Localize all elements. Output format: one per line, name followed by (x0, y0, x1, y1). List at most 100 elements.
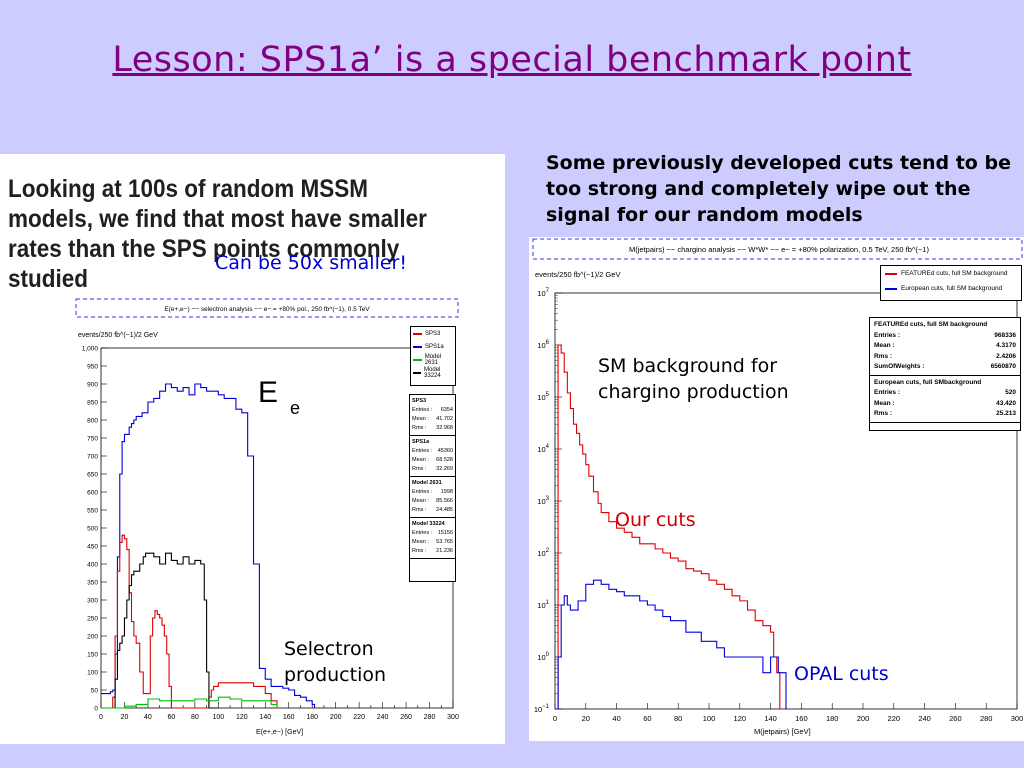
chart2-xtick-label: 140 (764, 714, 777, 723)
chart2-xtick-label: 160 (795, 714, 808, 723)
chart2-legend-swatch (885, 272, 897, 275)
chart2-xtick-label: 120 (734, 714, 747, 723)
chart1-ytick-label: 450 (87, 544, 98, 551)
chart1-xtick-label: 100 (212, 714, 224, 721)
chart1-ytick-label: 650 (87, 472, 98, 479)
right-description: Some previously developed cuts tend to b… (546, 152, 1011, 226)
chart1-stats-row: Rms :24.485 (412, 507, 453, 513)
chart1-xtick-label: 220 (353, 714, 365, 721)
chart1-stats-row: Rms :21.236 (412, 548, 453, 554)
annotation-can-be: Can be 50x smaller! (215, 252, 407, 274)
chart1-ytick-label: 600 (87, 490, 98, 497)
chart2-ytick-label: 101 (537, 600, 549, 610)
chart1-ytick-label: 150 (87, 652, 98, 659)
chart1-legend-swatch (413, 371, 422, 374)
chart1-ytick-label: 950 (87, 364, 98, 371)
chart2-stats-row: Mean :43.420 (874, 399, 1016, 407)
chart1-stats-row: Entries :15156 (412, 530, 453, 536)
chart1-stats-row: Mean :41.702 (412, 416, 453, 422)
chart1-stats-row: Mean :85.566 (412, 498, 453, 504)
chart1-stats-block: SPS3 Entries :6354 Mean :41.702 Rms :32.968 (410, 395, 455, 436)
chart2-ylabel: events/250 fb^(−1)/2 GeV (535, 270, 620, 279)
chart2-xtick-label: 240 (918, 714, 931, 723)
chart2-legend-label: European cuts, full SM background (901, 285, 1003, 292)
chart2-xtick-label: 220 (888, 714, 901, 723)
chart1-xtick-label: 180 (306, 714, 318, 721)
chart2-xtick-label: 40 (612, 714, 620, 723)
chart2-xtick-label: 280 (980, 714, 993, 723)
chart1-ytick-label: 850 (87, 400, 98, 407)
chart2-stats-row: Mean :4.3170 (874, 342, 1016, 349)
chart1-ytick-label: 500 (87, 526, 98, 533)
annotation-opal-cuts: OPAL cuts (794, 663, 889, 685)
chart2-xtick-label: 20 (582, 714, 590, 723)
chart1-stats-title: SPS1a (412, 439, 430, 445)
chart2-ytick-label: 104 (537, 444, 549, 454)
chart2-stats-row: Entries :520 (874, 389, 1016, 396)
chart1-legend-swatch (413, 332, 422, 335)
chart1-xlabel: E(e+,e−) [GeV] (256, 729, 303, 736)
chart1-legend: SPS3 SPS1a Model 2631 Model 33224 (410, 326, 456, 386)
chart1-stats-row: Mean :53.765 (412, 539, 453, 545)
slide-title: Lesson: SPS1a’ is a special benchmark po… (112, 40, 912, 80)
right-panel: M(jetpairs) −− chargino analysis −− W*W*… (529, 237, 1024, 741)
chart2-stats-row: Entries :968336 (874, 331, 1016, 339)
chart1-legend-label: SPS1a (425, 343, 444, 350)
chart1-ytick-label: 800 (87, 418, 98, 425)
left-panel-heading: Looking at 100s of random MSSM models, w… (8, 175, 427, 293)
chart1-xtick-label: 20 (121, 714, 129, 721)
chart2-title: M(jetpairs) −− chargino analysis −− W*W*… (629, 245, 929, 254)
chart2-stats-block: FEATUREd cuts, full SM background Entries… (870, 318, 1020, 376)
chart1-xtick-label: 200 (330, 714, 342, 721)
chart1-legend-entry: SPS1a (411, 340, 455, 353)
chart2-stats-row: Rms :2.4206 (874, 352, 1016, 360)
chart1-xtick-label: 120 (236, 714, 248, 721)
chart2-legend: FEATUREd cuts, full SM background Europea… (880, 265, 1022, 301)
chart2-xtick-label: 260 (949, 714, 962, 723)
chart1-stats-row: Rms :32.269 (412, 466, 453, 472)
chart1-xtick-label: 60 (168, 714, 176, 721)
chart1-ytick-label: 0 (94, 706, 98, 713)
chart1-stats-title: SPS3 (412, 398, 427, 404)
chart1-stats-block: SPS1a Entries :45360 Mean :68.528 Rms :32.2… (410, 436, 455, 477)
chart1-series-model-33224 (101, 552, 219, 709)
chart1-legend-swatch (413, 345, 422, 348)
chart1-legend-swatch (413, 358, 422, 361)
chart2-stats-row: Rms :25.213 (874, 410, 1016, 417)
chart1-legend-label: Model 33224 (424, 366, 441, 379)
chart1-legend-entry: Model 2631 (411, 353, 455, 366)
chart2-title-box (532, 238, 1023, 260)
chart1-xtick-label: 280 (424, 714, 436, 721)
chart2-ytick-label: 103 (537, 496, 549, 506)
chart2-xtick-label: 180 (826, 714, 839, 723)
chart1-xtick-label: 160 (283, 714, 295, 721)
chart2-xtick-label: 80 (674, 714, 682, 723)
chart2-stats-row: SumOfWeights :6560870 (874, 363, 1016, 370)
chart1-stats-row: Rms :32.968 (412, 425, 453, 431)
annotation-small-e: e (290, 398, 301, 418)
chart1-xtick-label: 300 (447, 714, 459, 721)
chart1-stats-row: Entries :45360 (412, 448, 453, 454)
chart2-xtick-label: 100 (703, 714, 716, 723)
chart2-stats-title: FEATUREd cuts, full SM background (874, 321, 988, 328)
chart2-ytick-label: 105 (537, 392, 549, 402)
chart1-ytick-label: 700 (87, 454, 98, 461)
chart1-ylabel: events/250 fb^(−1)/2 GeV (78, 332, 158, 339)
chart2-legend-entry: FEATUREd cuts, full SM background (881, 266, 1021, 281)
chart1-ytick-label: 900 (87, 382, 98, 389)
chart2-ytick-label: 10−1 (534, 704, 550, 714)
chart2-ytick-label: 102 (537, 548, 549, 558)
annotation-our-cuts: Our cuts (615, 509, 696, 531)
chart2-legend-label: FEATUREd cuts, full SM background (901, 270, 1008, 277)
chart1-ytick-label: 100 (87, 670, 98, 677)
chart1-ytick-label: 250 (87, 616, 98, 623)
chart1-legend-entry: Model 33224 (411, 366, 455, 379)
chart1-ytick-label: 50 (91, 688, 99, 695)
chart1-ytick-label: 400 (87, 562, 98, 569)
annotation-sm-background: SM background for chargino production (598, 355, 789, 403)
chart2-stats-title: European cuts, full SMbackground (874, 378, 982, 386)
chart1-xtick-label: 80 (191, 714, 199, 721)
chart2-stats: FEATUREd cuts, full SM background Entries… (869, 317, 1021, 431)
chart1-stats-row: Entries :1998 (412, 489, 453, 495)
annotation-big-e: E (258, 376, 279, 409)
